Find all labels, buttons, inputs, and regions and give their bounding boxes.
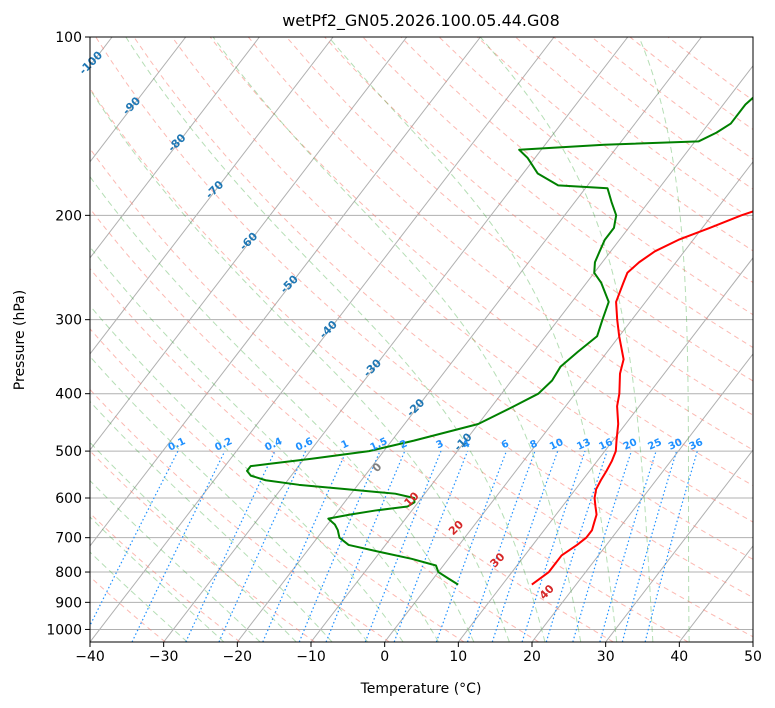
moist-adiabat-line bbox=[90, 246, 439, 642]
moist-adiabat-line bbox=[90, 400, 333, 642]
moist-adiabat-line bbox=[90, 305, 404, 642]
dry-adiabat-line bbox=[133, 37, 753, 560]
isotherm-line bbox=[163, 37, 629, 642]
y-tick-label: 1000 bbox=[46, 622, 82, 638]
mixing-ratio-line bbox=[599, 450, 657, 642]
mixing-ratio-label: 6 bbox=[500, 438, 511, 451]
dry-adiabat-line bbox=[90, 207, 614, 642]
isotherm-line bbox=[457, 257, 753, 642]
mixing-ratio-label: 30 bbox=[667, 437, 684, 453]
moist-adiabat-line bbox=[90, 479, 261, 642]
mixing-ratio-label: 1 bbox=[340, 438, 351, 451]
dry-adiabat-line bbox=[209, 37, 753, 487]
mixing-ratio-line bbox=[466, 450, 536, 642]
mixing-ratio-label: 8 bbox=[528, 438, 539, 451]
chart-title: wetPf2_GN05.2026.100.05.44.G08 bbox=[282, 11, 560, 31]
x-tick-label: 40 bbox=[670, 649, 688, 665]
dry-adiabat-line bbox=[400, 37, 753, 316]
dry-adiabat-line bbox=[90, 147, 689, 642]
isotherm-line bbox=[90, 37, 408, 451]
moist-adiabat-line bbox=[90, 175, 475, 642]
mixing-ratio-label: 16 bbox=[597, 437, 614, 453]
y-tick-label: 500 bbox=[55, 444, 82, 460]
mixing-ratio-line bbox=[325, 450, 406, 642]
isotherm-line bbox=[605, 449, 753, 642]
y-tick-label: 300 bbox=[55, 313, 82, 329]
moist-adiabat-line bbox=[479, 37, 654, 642]
dry-adiabat-line bbox=[90, 388, 390, 642]
isotherm-line bbox=[90, 37, 555, 642]
moist-adiabat-line bbox=[212, 37, 582, 642]
dewpoint-profile-line bbox=[246, 96, 753, 586]
x-tick-label: −40 bbox=[75, 649, 105, 665]
plot-frame bbox=[89, 36, 754, 643]
x-tick-label: 20 bbox=[523, 649, 541, 665]
dry-adiabat-line bbox=[90, 512, 241, 642]
x-tick-label: −30 bbox=[149, 649, 179, 665]
isotherm-line bbox=[90, 37, 334, 355]
y-tick-label: 700 bbox=[55, 531, 82, 547]
moist-adiabat-line bbox=[125, 37, 546, 642]
y-tick-label: 200 bbox=[55, 208, 82, 224]
mixing-ratio-label: 36 bbox=[688, 437, 705, 453]
y-tick-label: 100 bbox=[55, 30, 82, 46]
isotherm-line bbox=[90, 37, 187, 163]
x-tick-label: 10 bbox=[449, 649, 467, 665]
moist-adiabat-line bbox=[638, 37, 690, 642]
moist-adiabat-line bbox=[328, 37, 618, 642]
mixing-ratio-line bbox=[491, 450, 559, 642]
x-axis-label: Temperature (°C) bbox=[360, 681, 482, 697]
mixing-ratio-label: 13 bbox=[575, 437, 592, 453]
dry-adiabat-line bbox=[247, 37, 753, 451]
x-tick-label: 0 bbox=[380, 649, 389, 665]
y-tick-label: 600 bbox=[55, 491, 82, 507]
mixing-ratio-label: 10 bbox=[548, 437, 565, 453]
isotherm-line bbox=[384, 161, 753, 642]
mixing-ratio-line bbox=[262, 450, 347, 642]
mixing-ratio-line bbox=[545, 450, 608, 642]
mixing-ratio-line bbox=[298, 450, 381, 642]
moist-adiabat-line bbox=[90, 441, 297, 642]
isotherm-line bbox=[90, 37, 260, 259]
moist-adiabat-line bbox=[90, 88, 510, 642]
mixing-ratio-line bbox=[364, 450, 442, 642]
dry-adiabat-line bbox=[90, 576, 166, 642]
mixing-ratio-line bbox=[621, 450, 678, 642]
mixing-ratio-line bbox=[644, 450, 698, 642]
x-tick-label: 50 bbox=[744, 649, 762, 665]
x-tick-label: −20 bbox=[223, 649, 253, 665]
mixing-ratio-label: 2 bbox=[398, 438, 409, 451]
dry-adiabat-line bbox=[90, 87, 753, 638]
y-axis-label: Pressure (hPa) bbox=[12, 290, 28, 390]
isotherm-line bbox=[90, 37, 481, 547]
mixing-ratio-line bbox=[393, 450, 469, 642]
mixing-ratio-label: 20 bbox=[622, 437, 639, 453]
isotherm-line bbox=[310, 64, 753, 642]
moist-adiabat-line bbox=[90, 355, 369, 642]
dry-adiabat-line bbox=[90, 328, 465, 642]
dry-adiabat-line bbox=[438, 37, 753, 284]
dry-adiabat-line bbox=[95, 37, 753, 599]
temperature-profile-line bbox=[531, 210, 753, 586]
mixing-ratio-line bbox=[435, 450, 507, 642]
y-tick-label: 800 bbox=[55, 565, 82, 581]
moist-adiabat-line bbox=[90, 516, 225, 642]
moist-adiabat-line bbox=[90, 551, 188, 642]
dry-adiabat-line bbox=[90, 450, 315, 642]
isotherm-line bbox=[531, 353, 753, 642]
y-tick-label: 400 bbox=[55, 387, 82, 403]
mixing-ratio-line bbox=[521, 450, 586, 642]
x-tick-label: −10 bbox=[296, 649, 326, 665]
mixing-ratio-label: 25 bbox=[646, 437, 663, 453]
isotherm-line bbox=[236, 37, 702, 642]
y-tick-label: 900 bbox=[55, 595, 82, 611]
mixing-ratio-label: 3 bbox=[434, 438, 445, 451]
x-tick-label: 30 bbox=[597, 649, 615, 665]
mixing-ratio-line bbox=[572, 450, 632, 642]
mixing-ratio-label: 4 bbox=[461, 438, 472, 451]
mixing-ratio-line bbox=[90, 450, 179, 627]
